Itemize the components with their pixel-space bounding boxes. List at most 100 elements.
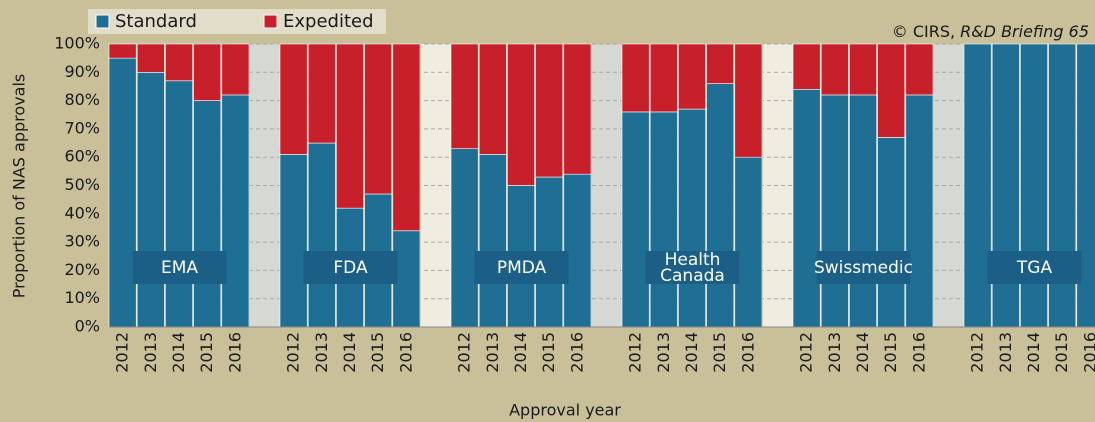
x-tick-label: 2012 <box>455 332 474 373</box>
bar-segment <box>734 43 763 158</box>
annotation-text: © CIRS, <box>892 22 955 41</box>
group-label-box <box>645 251 740 284</box>
y-tick-label: 10% <box>64 288 100 307</box>
group-label-text: EMA <box>161 258 198 278</box>
x-axis-label: Approval year <box>509 401 621 420</box>
bar-segment <box>450 43 479 150</box>
bar-segment <box>734 156 763 328</box>
bar-segment <box>193 43 222 101</box>
y-tick-label: 80% <box>64 90 100 109</box>
bar-segment <box>279 43 308 155</box>
bar-segment <box>1076 43 1095 328</box>
bar-segment <box>1048 43 1077 328</box>
bar-segment <box>706 83 735 328</box>
annotation: © CIRS, R&D Briefing 65 <box>892 22 1089 41</box>
group-label: EMA <box>132 251 227 284</box>
x-tick-label: 2014 <box>1024 332 1043 373</box>
x-tick-label: 2012 <box>968 332 987 373</box>
x-tick-label: 2013 <box>141 332 160 373</box>
y-tick-label: 20% <box>64 260 100 279</box>
bar-segment <box>792 43 821 90</box>
bar-segment <box>820 94 849 328</box>
bar-segment <box>136 43 165 73</box>
x-tick-label: 2014 <box>682 332 701 373</box>
legend-swatch <box>263 14 278 29</box>
bar-segment <box>307 43 336 144</box>
group-label-text: Health Canada <box>660 250 725 286</box>
x-tick-label: 2014 <box>853 332 872 373</box>
x-tick-label: 2015 <box>881 332 900 373</box>
x-tick-label: 2012 <box>797 332 816 373</box>
bar-segment <box>621 43 650 113</box>
x-tick-label: 2016 <box>909 332 928 373</box>
bar-segment <box>450 148 479 328</box>
bar-segment <box>849 43 877 96</box>
y-tick-label: 50% <box>64 175 100 194</box>
bar-segment <box>364 43 393 195</box>
bar-segment <box>336 43 364 209</box>
group-label-text: Swissmedic <box>814 258 913 278</box>
bar-segment <box>478 154 507 328</box>
legend-label: Standard <box>115 11 197 32</box>
bar-segment <box>905 43 934 96</box>
bar-segment <box>963 43 992 328</box>
x-tick-label: 2013 <box>654 332 673 373</box>
bar-segment <box>877 137 906 328</box>
bar-segment <box>108 43 137 59</box>
y-tick-label: 0% <box>75 317 100 336</box>
bar-segment <box>108 57 137 328</box>
legend-box <box>88 9 386 34</box>
legend-swatch <box>95 14 110 29</box>
x-tick-label: 2016 <box>396 332 415 373</box>
x-tick-label: 2015 <box>368 332 387 373</box>
x-tick-label: 2016 <box>738 332 757 373</box>
y-tick-label: 40% <box>64 203 100 222</box>
bar-segment <box>1020 43 1048 328</box>
group-label-text: TGA <box>1016 258 1053 278</box>
group-label-line: Swissmedic <box>814 258 913 278</box>
bar-segment <box>507 43 535 186</box>
y-tick-label: 70% <box>64 118 100 137</box>
y-tick-label: 100% <box>54 34 100 53</box>
bar-segment <box>649 43 678 113</box>
x-tick-label: 2012 <box>626 332 645 373</box>
group-label: Health Canada <box>645 250 740 286</box>
group-label-line: PMDA <box>497 258 547 278</box>
y-tick-label: 30% <box>64 232 100 251</box>
bar-segment <box>792 88 821 328</box>
bar-segment <box>678 108 706 328</box>
x-tick-label: 2013 <box>825 332 844 373</box>
x-tick-label: 2015 <box>197 332 216 373</box>
group-label: PMDA <box>474 251 569 284</box>
bar-segment <box>392 43 421 232</box>
legend-label: Expedited <box>283 11 374 32</box>
x-tick-label: 2016 <box>225 332 244 373</box>
bar-segment <box>307 142 336 328</box>
x-tick-label: 2015 <box>1052 332 1071 373</box>
y-tick-label: 60% <box>64 147 100 166</box>
group-label-line: TGA <box>1016 258 1053 278</box>
group-label-box <box>132 251 227 284</box>
bar-segment <box>621 111 650 328</box>
group-label: FDA <box>303 251 398 284</box>
group-label-text: PMDA <box>497 258 547 278</box>
bar-segment <box>678 43 706 110</box>
group-label-line: EMA <box>161 258 198 278</box>
x-tick-label: 2012 <box>113 332 132 373</box>
group-label-box <box>987 251 1082 284</box>
bar-segment <box>877 43 906 138</box>
bar-segment <box>165 43 193 82</box>
bar-segment <box>905 94 934 328</box>
bar-segment <box>478 43 507 155</box>
bar-segment <box>563 173 592 328</box>
group-label-text: FDA <box>333 258 368 278</box>
bar-segment <box>849 94 877 328</box>
bar-segment <box>563 43 592 175</box>
bar-segment <box>991 43 1020 328</box>
bar-segment <box>193 100 222 328</box>
bar-segment <box>820 43 849 96</box>
x-tick-label: 2012 <box>284 332 303 373</box>
group-label: Swissmedic <box>814 251 913 284</box>
x-tick-label: 2013 <box>312 332 331 373</box>
